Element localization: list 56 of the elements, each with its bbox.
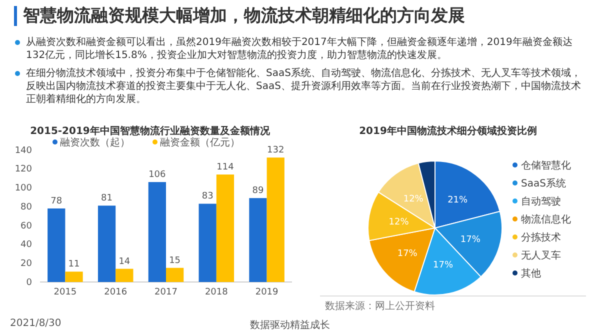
bar [116,268,134,282]
data-label: 17% [433,260,454,270]
bar [65,272,83,282]
bar [266,158,284,282]
y-tick-label: 20 [20,259,32,270]
y-tick-label: 100 [14,184,32,194]
y-tick-label: 0 [26,278,32,288]
legend-label: 自动驾驶 [521,196,561,208]
bar [48,208,66,282]
bar [198,204,216,282]
data-label: 81 [101,194,113,204]
legend-label: 融资次数（起） [60,136,130,148]
data-label: 83 [202,192,214,202]
y-tick-label: 60 [20,221,32,232]
text: 智慧物流融资规模大幅增加，物流技术朝精细化的方向发展 [14,6,465,26]
text: 数据驱动精益成长 [250,318,330,332]
legend-label: 融资金额（亿元） [160,136,240,148]
legend-label: 仓储智慧化 [521,160,571,172]
y-tick-label: 40 [20,240,32,250]
x-tick-label: 2015 [54,287,77,298]
data-label: 17% [460,234,481,245]
text: 从融资次数和融资金额可以看出，虽然2019年融资次数相较于2017年大幅下降，但融资金额逐年递增，2019年融资金额达132亿元，同比增长15.8%，投资企业加大对智慧物流的投资力度，助力智慧物流的快速发展。 [26,36,581,62]
x-tick-label: 2018 [204,287,228,298]
y-tick-label: 80 [20,202,32,212]
bar [166,268,184,282]
data-label: 89 [252,186,264,196]
legend-label: 分拣技术 [521,232,561,244]
data-label: 114 [216,162,234,173]
data-label: 12% [388,218,410,228]
data-label: 21% [448,195,468,206]
x-tick-label: 2016 [104,287,128,298]
y-tick-label: 140 [14,146,32,156]
legend-label: 无人叉车 [521,250,561,262]
source-note: 数据来源：网上公开资料 [325,300,435,312]
x-tick-label: 2019 [255,287,279,298]
chart-title: 2019年中国物流技术细分领域投资比例 [359,125,537,137]
data-label: 11 [68,260,80,270]
legend-label: SaaS系统 [521,178,566,190]
x-tick-label: 2017 [154,287,178,298]
bar [216,174,234,282]
y-tick-label: 120 [14,164,32,175]
data-label: 17% [397,248,418,259]
bar [148,182,166,282]
data-label: 132 [267,146,284,156]
data-label: 15 [169,256,181,266]
data-label: 106 [148,170,166,180]
bar [98,206,116,282]
legend-label: 物流信息化 [521,214,571,226]
chart-title: 2015-2019年中国智慧物流行业融资数量及金额情况 [30,125,271,137]
data-label: 78 [50,196,62,206]
data-label: 14 [118,256,130,267]
bar [249,198,267,282]
legend-label: 其他 [521,268,541,280]
data-label: 12% [403,194,424,205]
text: 在细分物流技术领域中，投资分布集中于仓储智能化、SaaS系统、自动驾驶、物流信息化、分拣技术、无人叉车等技术领域，反映出国内物流技术赛道的投资主要集中于无人化、SaaS、提升资源利用效率等方面。当前在行业投资热潮下，中国物流技术正朝着精细化的方向发展。 [26,67,581,106]
text: 2021/8/30 [10,318,62,329]
